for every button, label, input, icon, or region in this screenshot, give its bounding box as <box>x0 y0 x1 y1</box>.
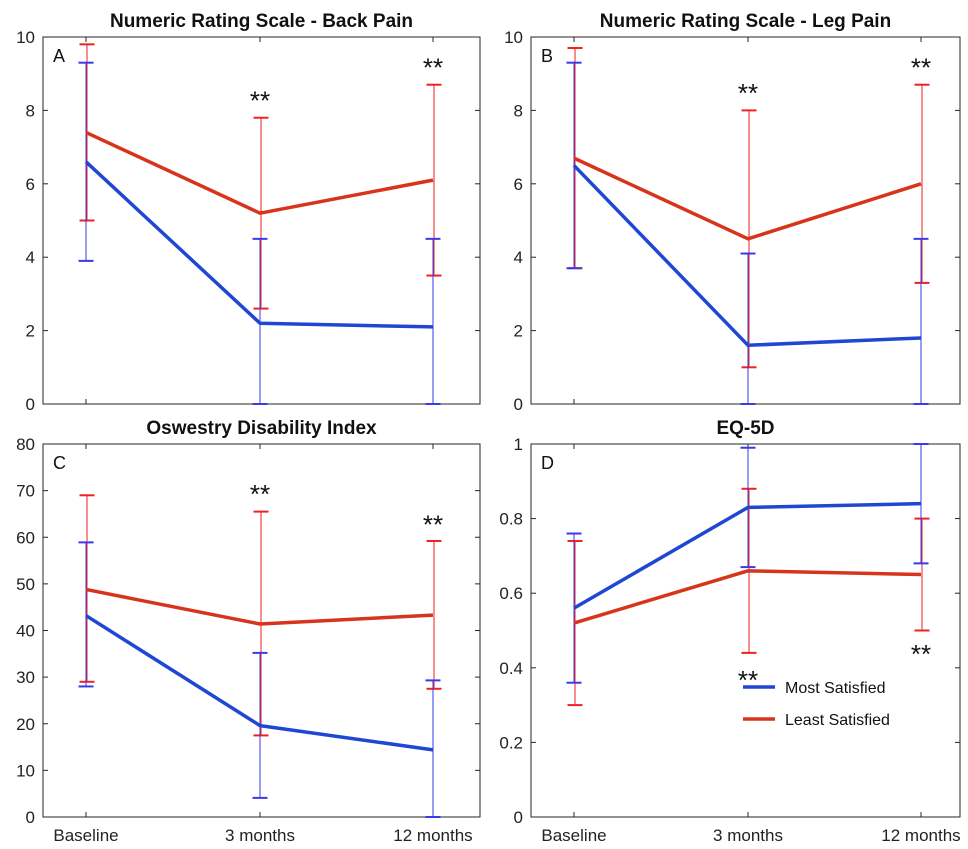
panel-b: 0 2 4 6 8 10 Numeric Rating Scale - Leg Pain B *… <box>504 11 961 414</box>
x-tick-label: Baseline <box>53 826 118 845</box>
panel-title: Numeric Rating Scale - Back Pain <box>110 11 413 32</box>
x-tick-label: 3 months <box>713 826 783 845</box>
significance-marker: ** <box>738 665 758 695</box>
y-tick-label: 50 <box>16 575 35 594</box>
y-tick-label: 8 <box>514 101 523 120</box>
y-tick-label: 0.8 <box>499 510 523 529</box>
y-tick-label: 30 <box>16 668 35 687</box>
x-tick-label: Baseline <box>541 826 606 845</box>
y-tick-label: 0 <box>514 395 523 414</box>
series-line-most-satisfied <box>85 614 434 752</box>
significance-marker: ** <box>423 509 443 539</box>
significance-marker: ** <box>250 479 270 509</box>
y-tick-label: 6 <box>26 175 35 194</box>
y-tick-label: 4 <box>514 248 523 267</box>
y-tick-label: 20 <box>16 715 35 734</box>
panel-d: 0 0.2 0.4 0.6 0.8 1 Baseline 3 months 12 months E… <box>499 418 960 845</box>
y-tick-label: 0 <box>26 808 35 827</box>
y-tick-label: 1 <box>514 435 523 454</box>
significance-marker: ** <box>250 85 270 115</box>
y-tick-label: 60 <box>16 528 35 547</box>
y-tick-label: 10 <box>16 28 35 47</box>
y-tick-label: 10 <box>504 28 523 47</box>
y-tick-label: 0 <box>26 395 35 414</box>
y-tick-label: 80 <box>16 435 35 454</box>
panel-c: 0 10 20 30 40 50 60 70 80 Baseline 3 months 12 mont… <box>16 418 481 845</box>
y-tick-label: 70 <box>16 482 35 501</box>
panel-label: A <box>53 46 65 66</box>
y-tick-label: 0.6 <box>499 584 523 603</box>
series-line-least-satisfied <box>85 130 434 215</box>
series-line-least-satisfied <box>573 156 922 241</box>
y-tick-label: 0.4 <box>499 659 523 678</box>
significance-marker: ** <box>911 52 931 82</box>
legend-label-least: Least Satisfied <box>785 712 890 729</box>
plot-frame <box>530 443 961 818</box>
panel-title: Oswestry Disability Index <box>146 418 377 439</box>
y-tick-label: 0.2 <box>499 733 523 752</box>
y-tick-label: 0 <box>514 808 523 827</box>
panel-title: Numeric Rating Scale - Leg Pain <box>600 11 891 32</box>
panel-label: D <box>541 453 554 473</box>
y-tick-label: 8 <box>26 101 35 120</box>
significance-marker: ** <box>738 78 758 108</box>
panel-label: C <box>53 453 66 473</box>
series-line-most-satisfied <box>572 164 922 348</box>
x-tick-label: 12 months <box>881 826 960 845</box>
series-line-most-satisfied <box>84 160 434 329</box>
legend-label-most: Most Satisfied <box>785 680 885 697</box>
series-line-most-satisfied <box>573 501 922 610</box>
y-tick-label: 2 <box>26 322 35 341</box>
y-tick-label: 2 <box>514 322 523 341</box>
panel-title: EQ-5D <box>716 418 774 439</box>
y-tick-label: 6 <box>514 175 523 194</box>
significance-marker: ** <box>423 52 443 82</box>
legend: Most Satisfied Least Satisfied <box>743 680 890 729</box>
series-line-least-satisfied <box>85 587 434 626</box>
y-tick-label: 4 <box>26 248 35 267</box>
y-tick-label: 40 <box>16 622 35 641</box>
x-tick-label: 3 months <box>225 826 295 845</box>
panel-a: 0 2 4 6 8 10 Numeric Rating Scale - Back Pain A… <box>16 11 481 414</box>
y-tick-label: 10 <box>16 761 35 780</box>
series-line-least-satisfied <box>573 569 922 625</box>
significance-marker: ** <box>911 639 931 669</box>
x-tick-label: 12 months <box>393 826 472 845</box>
panel-label: B <box>541 46 553 66</box>
